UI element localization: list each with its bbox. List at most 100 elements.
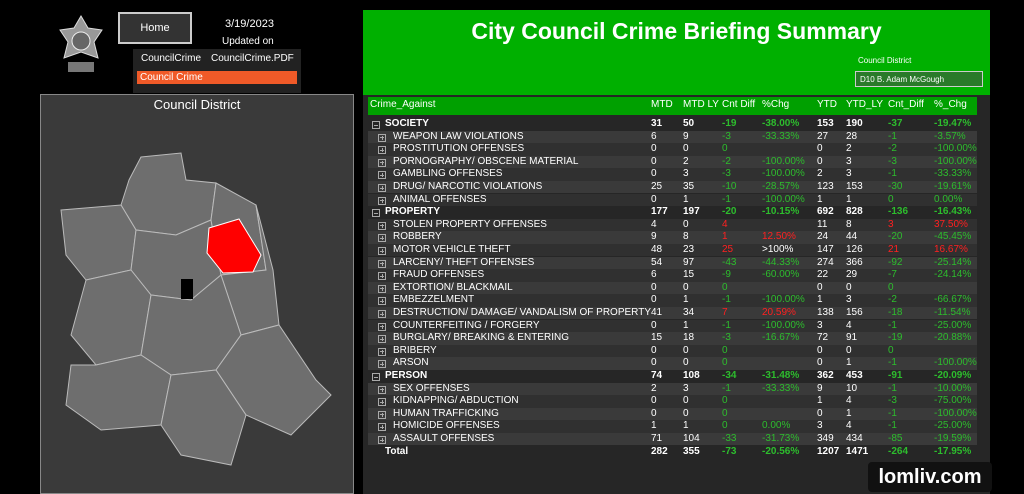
table-cell: 44 <box>846 231 858 243</box>
table-cell: 7 <box>722 307 728 318</box>
table-cell: -2 <box>888 143 897 155</box>
table-cell: -136 <box>888 206 909 218</box>
row-label: EMBEZZELMENT <box>393 294 475 306</box>
table-cell: -100.00% <box>934 143 977 155</box>
table-cell: -33 <box>722 433 737 444</box>
table-cell: 18 <box>683 332 695 344</box>
table-cell: -1 <box>888 382 897 394</box>
table-cell: -85 <box>888 433 903 444</box>
toggle-icon <box>378 322 386 331</box>
table-cell: 1 <box>846 193 852 205</box>
table-row <box>368 395 977 408</box>
table-cell: -1 <box>722 382 731 394</box>
table-cell: 0 <box>683 357 689 369</box>
table-cell: 349 <box>817 433 834 444</box>
table-row <box>368 307 977 320</box>
table-cell: 156 <box>846 307 863 318</box>
table-cell: -44.33% <box>762 256 800 268</box>
table-cell: 274 <box>817 256 834 268</box>
table-cell: -1 <box>888 407 897 419</box>
table-cell: 0 <box>722 357 728 369</box>
table-row <box>368 155 977 169</box>
table-cell: 71 <box>651 433 663 444</box>
toggle-icon <box>378 398 386 407</box>
toggle-icon <box>378 221 386 230</box>
table-cell: 0 <box>722 143 728 155</box>
table-cell: 1471 <box>846 445 869 457</box>
table-cell: 3 <box>683 382 689 394</box>
table-cell: 3 <box>817 420 823 432</box>
table-cell: 9 <box>817 382 823 394</box>
table-cell: -264 <box>888 445 909 457</box>
table-cell: 0 <box>651 168 657 180</box>
slicer-dropdown[interactable]: D10 B. Adam McGough <box>855 71 983 87</box>
toggle-icon <box>378 423 386 432</box>
table-cell: 362 <box>817 370 834 381</box>
table-cell: -19.59% <box>934 433 972 444</box>
map-title: Council District <box>153 97 241 112</box>
table-cell: 11 <box>817 218 828 230</box>
table-cell: 0 <box>846 281 852 293</box>
menu-selected[interactable]: Council Crime <box>137 71 297 84</box>
row-label: PROPERTY <box>385 206 441 218</box>
home-button[interactable]: Home <box>118 12 192 44</box>
table-cell: 35 <box>683 181 695 192</box>
menu-item[interactable]: CouncilCrime <box>141 53 202 64</box>
table-cell: 9 <box>683 130 689 142</box>
row-label: BRIBERY <box>393 344 437 356</box>
table-cell: 72 <box>817 332 829 344</box>
toggle-icon <box>378 133 386 142</box>
column-header: MTD LY <box>683 99 719 110</box>
table-cell: -75.00% <box>934 395 972 407</box>
table-cell: 0 <box>817 155 823 167</box>
table-cell: -100.00% <box>762 193 805 205</box>
row-label: ARSON <box>393 357 429 369</box>
table-cell: -24.14% <box>934 269 972 281</box>
table-cell: 0 <box>846 344 852 356</box>
toggle-icon <box>378 335 386 344</box>
table-row <box>368 168 977 181</box>
table-row <box>368 118 977 131</box>
table-cell: 126 <box>846 244 863 255</box>
map <box>60 152 332 466</box>
toggle-icon <box>372 209 380 218</box>
table-cell: -100.00% <box>934 407 977 419</box>
table-cell: 153 <box>817 118 834 129</box>
table-cell: 9 <box>651 231 657 243</box>
slicer-label: Council District <box>858 56 912 65</box>
row-label: DESTRUCTION/ DAMAGE/ VANDALISM OF PROPER… <box>393 307 651 318</box>
toggle-icon <box>378 284 386 293</box>
police-logo <box>59 15 103 72</box>
toggle-icon <box>378 385 386 394</box>
table-cell: -19.47% <box>934 118 972 129</box>
table-cell: 0 <box>651 193 657 205</box>
table-row <box>368 294 977 307</box>
column-header: YTD_LY <box>846 99 884 110</box>
table-cell: 0 <box>683 281 689 293</box>
table-cell: -2 <box>722 155 731 167</box>
table-cell: 1 <box>683 294 689 306</box>
table-cell: 4 <box>846 395 852 407</box>
column-header: Crime_Against <box>370 99 436 110</box>
toggle-icon <box>378 234 386 243</box>
toggle-icon <box>378 272 386 281</box>
table-cell: 0 <box>817 344 823 356</box>
table-cell: -1 <box>888 420 897 432</box>
table-cell: 147 <box>817 244 834 255</box>
table-cell: -19 <box>888 332 903 344</box>
toggle-icon <box>378 171 386 180</box>
table-cell: 0 <box>722 420 728 432</box>
row-label: BURGLARY/ BREAKING & ENTERING <box>393 332 569 344</box>
table-row <box>368 370 977 383</box>
table-cell: -3.57% <box>934 130 966 142</box>
column-header: YTD <box>817 99 837 110</box>
menu-item[interactable]: CouncilCrime.PDF <box>211 53 294 64</box>
table-cell: 0 <box>651 294 657 306</box>
table-cell: 25 <box>651 181 663 192</box>
title: City Council Crime Briefing Summary <box>471 18 882 44</box>
table-cell: 2 <box>817 168 823 180</box>
table-row <box>368 206 977 219</box>
table-cell: 190 <box>846 118 863 129</box>
table-cell: 41 <box>651 307 663 318</box>
